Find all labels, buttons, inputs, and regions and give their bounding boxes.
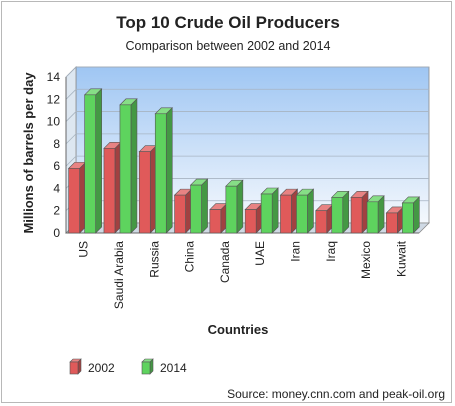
plot-area: 0 2 4 6 8 10 12 14 US Saudi Arabia Russia China Cana… — [47, 66, 430, 309]
y-tick-label: 8 — [53, 137, 60, 151]
x-tick-label: China — [183, 241, 197, 273]
x-axis-title: Countries — [208, 322, 269, 337]
bar-2014-saudi-arabia — [119, 98, 138, 234]
source-note: Source: money.cnn.com and peak-oil.org — [227, 387, 445, 401]
bar-2002-russia — [138, 144, 157, 234]
x-tick-label: Russia — [147, 241, 161, 278]
x-tick-label: US — [77, 241, 91, 258]
gridline — [65, 88, 429, 100]
x-tick-label: Canada — [218, 241, 232, 283]
x-tick-label: Iran — [288, 241, 302, 262]
y-tick-label: 0 — [53, 226, 60, 240]
legend-item-2014: 2014 — [141, 358, 187, 375]
bar-2014-russia — [154, 107, 173, 234]
legend-swatch — [69, 361, 79, 375]
bar-2002-china — [173, 188, 193, 234]
y-tick-label: 2 — [53, 204, 60, 218]
bars — [67, 88, 421, 234]
bar-2002-iran — [279, 188, 299, 234]
bar-2002-iraq — [315, 203, 334, 234]
legend-item-2002: 2002 — [69, 358, 115, 375]
y-tick-label: 12 — [47, 92, 61, 106]
bar-2014-uae — [260, 187, 279, 234]
bar-2002-uae — [244, 202, 263, 234]
x-tick-label: Kuwait — [394, 240, 408, 277]
gridline — [65, 155, 429, 167]
legend-label: 2014 — [160, 361, 187, 375]
gridline — [65, 133, 429, 145]
chart-subtitle: Comparison between 2002 and 2014 — [125, 39, 330, 53]
bar-2014-kuwait — [401, 196, 421, 234]
legend: 2002 2014 — [69, 358, 187, 375]
bar-2002-saudi-arabia — [103, 141, 122, 234]
chart-title: Top 10 Crude Oil Producers — [116, 13, 340, 32]
x-tick-label: Mexico — [359, 241, 373, 279]
bar-2014-iraq — [331, 190, 350, 234]
bar-2014-canada — [225, 179, 244, 234]
bar-2014-us — [83, 88, 103, 234]
y-tick-label: 10 — [47, 115, 61, 129]
y-axis-title: Millions of barrels per day — [21, 72, 36, 234]
y-tick-label: 4 — [53, 181, 60, 195]
x-tick-label: UAE — [253, 241, 267, 266]
bar-2014-china — [189, 178, 209, 234]
bar-2014-mexico — [366, 195, 385, 234]
bar-2002-mexico — [350, 190, 369, 234]
bar-2002-us — [67, 161, 87, 234]
x-tick-label: Iraq — [324, 241, 338, 262]
bar-2002-kuwait — [385, 206, 405, 234]
legend-label: 2002 — [88, 361, 115, 375]
legend-swatch — [141, 361, 151, 375]
bar-2002-canada — [209, 202, 228, 234]
gridline — [65, 111, 429, 122]
x-tick-label: Saudi Arabia — [112, 241, 126, 309]
y-tick-label: 6 — [53, 159, 60, 173]
bar-2014-iran — [295, 188, 315, 234]
y-tick-label: 14 — [47, 70, 61, 84]
gridline — [65, 66, 429, 78]
